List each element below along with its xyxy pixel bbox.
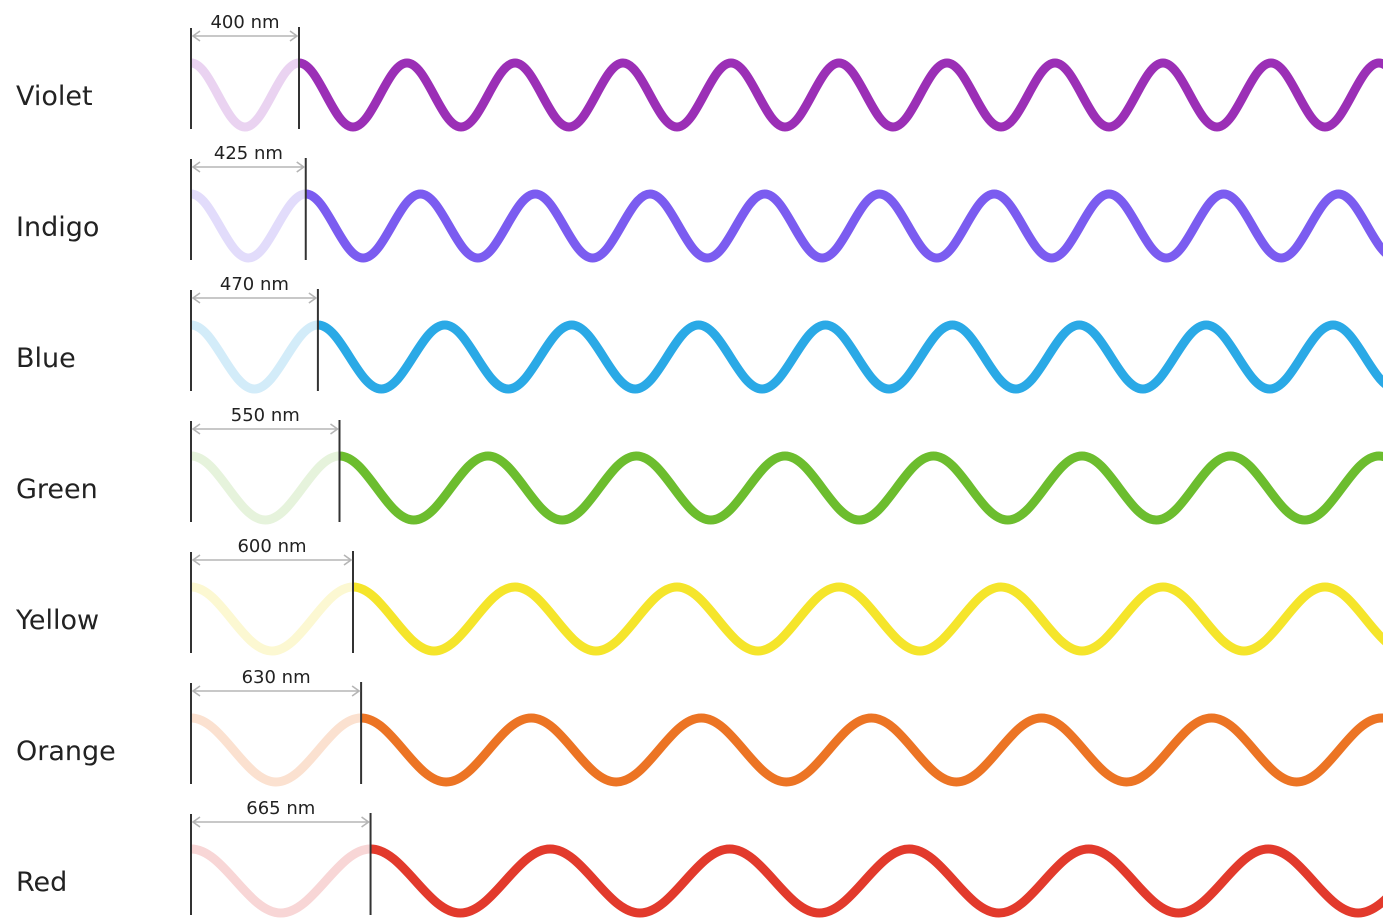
row-blue: Blue 470 nm [16, 274, 1383, 394]
wave-indigo [305, 189, 1383, 263]
row-orange: Orange 630 nm [16, 667, 1383, 787]
faded-wavelength-cycle [191, 844, 371, 918]
wavelength-label: 470 nm [220, 274, 289, 295]
wavelength-label: 630 nm [242, 667, 311, 688]
measurement-arrow-right [361, 816, 370, 828]
color-label: Green [16, 474, 98, 505]
row-green: Green 550 nm [16, 405, 1383, 525]
row-red: Red 665 nm [16, 798, 1383, 918]
wavelength-label: 425 nm [214, 143, 283, 164]
color-label: Violet [16, 81, 93, 112]
wave-violet [299, 58, 1383, 132]
measurement-arrow-right [330, 423, 339, 435]
color-label: Blue [16, 343, 76, 374]
wavelength-label: 400 nm [210, 12, 279, 33]
measurement-arrow-left [191, 816, 201, 828]
measurement-arrow-right [343, 554, 353, 566]
color-label: Red [16, 867, 67, 898]
measurement-arrow-right [289, 30, 299, 42]
row-violet: Violet 400 nm [16, 12, 1383, 132]
measurement-arrow-left [191, 685, 201, 697]
faded-wavelength-cycle [191, 582, 353, 656]
color-label: Yellow [15, 605, 99, 636]
measurement-arrow-right [308, 292, 318, 304]
faded-wavelength-cycle [191, 189, 306, 263]
row-yellow: Yellow 600 nm [15, 536, 1383, 656]
color-label: Indigo [16, 212, 99, 243]
measurement-arrow-left [191, 30, 201, 42]
wavelength-label: 550 nm [231, 405, 300, 426]
measurement-arrow-right [351, 685, 361, 697]
wave-yellow [353, 582, 1383, 656]
row-indigo: Indigo 425 nm [16, 143, 1383, 263]
color-label: Orange [16, 736, 116, 767]
measurement-arrow-left [191, 554, 201, 566]
measurement-arrow-left [191, 292, 201, 304]
faded-wavelength-cycle [191, 451, 340, 525]
faded-wavelength-cycle [191, 58, 299, 132]
wavelength-label: 600 nm [237, 536, 306, 557]
wave-red [370, 844, 1383, 918]
wavelength-rows: Violet 400 nm Indigo 425 nm Blue 470 nm Green 5… [15, 12, 1383, 918]
measurement-arrow-left [191, 423, 201, 435]
measurement-arrow-left [191, 161, 201, 173]
wave-green [339, 451, 1383, 525]
wavelength-label: 665 nm [246, 798, 315, 819]
measurement-arrow-right [296, 161, 306, 173]
wave-orange [361, 713, 1383, 787]
wave-blue [317, 320, 1383, 394]
